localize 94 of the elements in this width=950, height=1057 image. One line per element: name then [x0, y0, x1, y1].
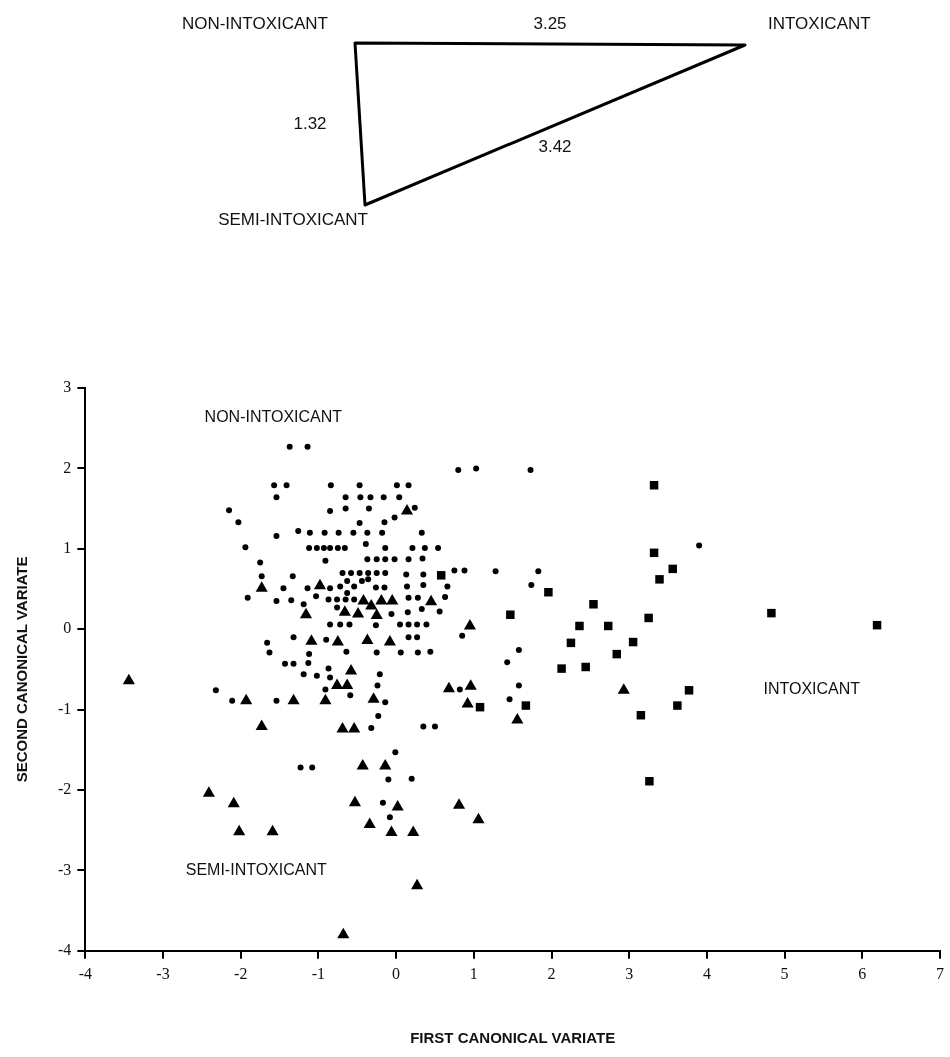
x-tick-label: -3 — [156, 964, 170, 982]
text: 3.42 — [538, 137, 572, 157]
point — [344, 664, 358, 675]
point — [202, 786, 215, 797]
y-tick-label: -4 — [58, 941, 72, 958]
point — [425, 594, 438, 606]
point — [122, 673, 135, 685]
x-tick-label: -2 — [234, 964, 248, 982]
y-tick-label: 3 — [63, 378, 72, 396]
category-label: NON-INTOXICANT — [181, 14, 328, 34]
point — [356, 758, 369, 770]
x-axis-title: FIRST CANONICAL VARIATE — [410, 1029, 616, 1047]
point — [338, 605, 351, 616]
point — [668, 564, 677, 574]
point — [581, 662, 590, 672]
point — [464, 679, 477, 690]
x-tick-label: 5 — [780, 964, 789, 982]
y-tick-label: -1 — [58, 699, 72, 717]
point — [240, 693, 253, 705]
point — [649, 481, 659, 490]
y-tick-label: 0 — [63, 619, 72, 637]
point — [287, 693, 300, 705]
point — [336, 721, 349, 733]
point — [348, 721, 361, 733]
point — [319, 693, 332, 705]
point — [407, 825, 420, 837]
point — [385, 825, 398, 837]
point — [341, 678, 354, 689]
x-tick-label: 1 — [469, 964, 478, 982]
point — [521, 701, 531, 710]
point — [411, 878, 424, 890]
point — [644, 613, 653, 623]
point — [511, 713, 524, 724]
annotation: INTOXICANT — [763, 680, 861, 698]
point — [436, 571, 446, 580]
point — [461, 696, 474, 708]
point — [544, 587, 553, 597]
x-tick-label: 6 — [858, 964, 867, 982]
x-tick-label: 0 — [392, 964, 401, 982]
point — [361, 633, 374, 644]
annotation: NON-INTOXICANT — [204, 407, 343, 425]
point — [365, 598, 378, 610]
point — [367, 692, 380, 703]
point — [266, 824, 279, 836]
point — [331, 635, 344, 646]
point — [313, 578, 327, 590]
y-tick-label: 2 — [63, 458, 72, 476]
point — [351, 606, 365, 618]
point — [305, 634, 318, 645]
annotation: SEMI-INTOXICANT — [185, 860, 328, 878]
x-tick-label: 3 — [625, 964, 634, 982]
point — [391, 799, 404, 811]
point — [233, 824, 246, 836]
x-tick-label: -1 — [311, 964, 326, 982]
point — [617, 683, 630, 694]
point — [370, 608, 383, 620]
point — [379, 758, 392, 770]
category-label: SEMI-INTOXICANT — [218, 210, 368, 230]
point — [357, 594, 370, 605]
point — [400, 504, 414, 515]
text: 1.32 — [293, 114, 327, 134]
point — [575, 621, 584, 631]
y-tick-label: 1 — [63, 539, 72, 556]
point — [684, 686, 694, 695]
point — [589, 600, 598, 609]
point — [557, 664, 566, 673]
y-axis-title: SECOND CANONICAL VARIATE — [13, 556, 31, 783]
point — [375, 594, 388, 605]
category-label: INTOXICANT — [768, 14, 871, 34]
x-tick-label: -4 — [78, 964, 92, 982]
point — [655, 575, 664, 584]
text: 3.25 — [533, 14, 567, 34]
x-tick-label: 2 — [547, 964, 556, 982]
point — [506, 610, 515, 619]
point — [299, 607, 313, 619]
point — [673, 701, 682, 710]
point — [472, 812, 485, 824]
point — [348, 795, 361, 807]
point — [463, 618, 476, 630]
point — [337, 927, 350, 939]
point — [452, 798, 466, 809]
point — [255, 719, 268, 730]
point — [645, 776, 654, 786]
y-tick-label: -3 — [58, 860, 72, 878]
point — [255, 581, 268, 592]
point — [442, 681, 456, 693]
point — [227, 796, 240, 808]
point — [363, 817, 376, 829]
x-tick-label: 4 — [702, 964, 711, 982]
y-tick-label: -2 — [58, 780, 72, 798]
point — [383, 635, 396, 646]
point — [767, 608, 776, 618]
x-tick-label: 7 — [936, 964, 944, 982]
point — [386, 594, 399, 605]
